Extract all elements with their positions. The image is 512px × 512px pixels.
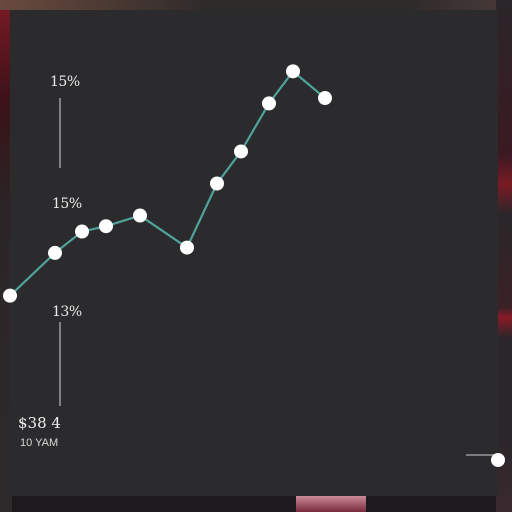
data-point[interactable] [234, 144, 248, 159]
series-line [9, 70, 326, 297]
data-point[interactable] [133, 208, 147, 223]
readout-value: $38 4 [18, 414, 61, 432]
chart-panel [10, 10, 498, 496]
left-edge-artifact [0, 0, 12, 512]
data-point[interactable] [3, 288, 17, 303]
y-tick-label-bottom: 13% [52, 304, 82, 320]
data-point[interactable] [48, 245, 62, 260]
data-point[interactable] [75, 224, 89, 239]
data-point[interactable] [318, 91, 332, 106]
data-point[interactable] [262, 96, 276, 111]
bottom-edge-artifact [296, 496, 366, 512]
right-edge-artifact [496, 0, 512, 512]
data-point[interactable] [286, 64, 300, 79]
data-point[interactable] [180, 240, 194, 255]
data-point[interactable] [99, 219, 113, 234]
readout-marker[interactable] [491, 453, 505, 467]
y-tick-label-top: 15% [50, 74, 80, 90]
top-edge-artifact [0, 0, 512, 10]
y-tick-label-middle: 15% [52, 196, 82, 212]
readout-sub: 10 YAM [20, 437, 59, 449]
data-point[interactable] [210, 176, 224, 191]
